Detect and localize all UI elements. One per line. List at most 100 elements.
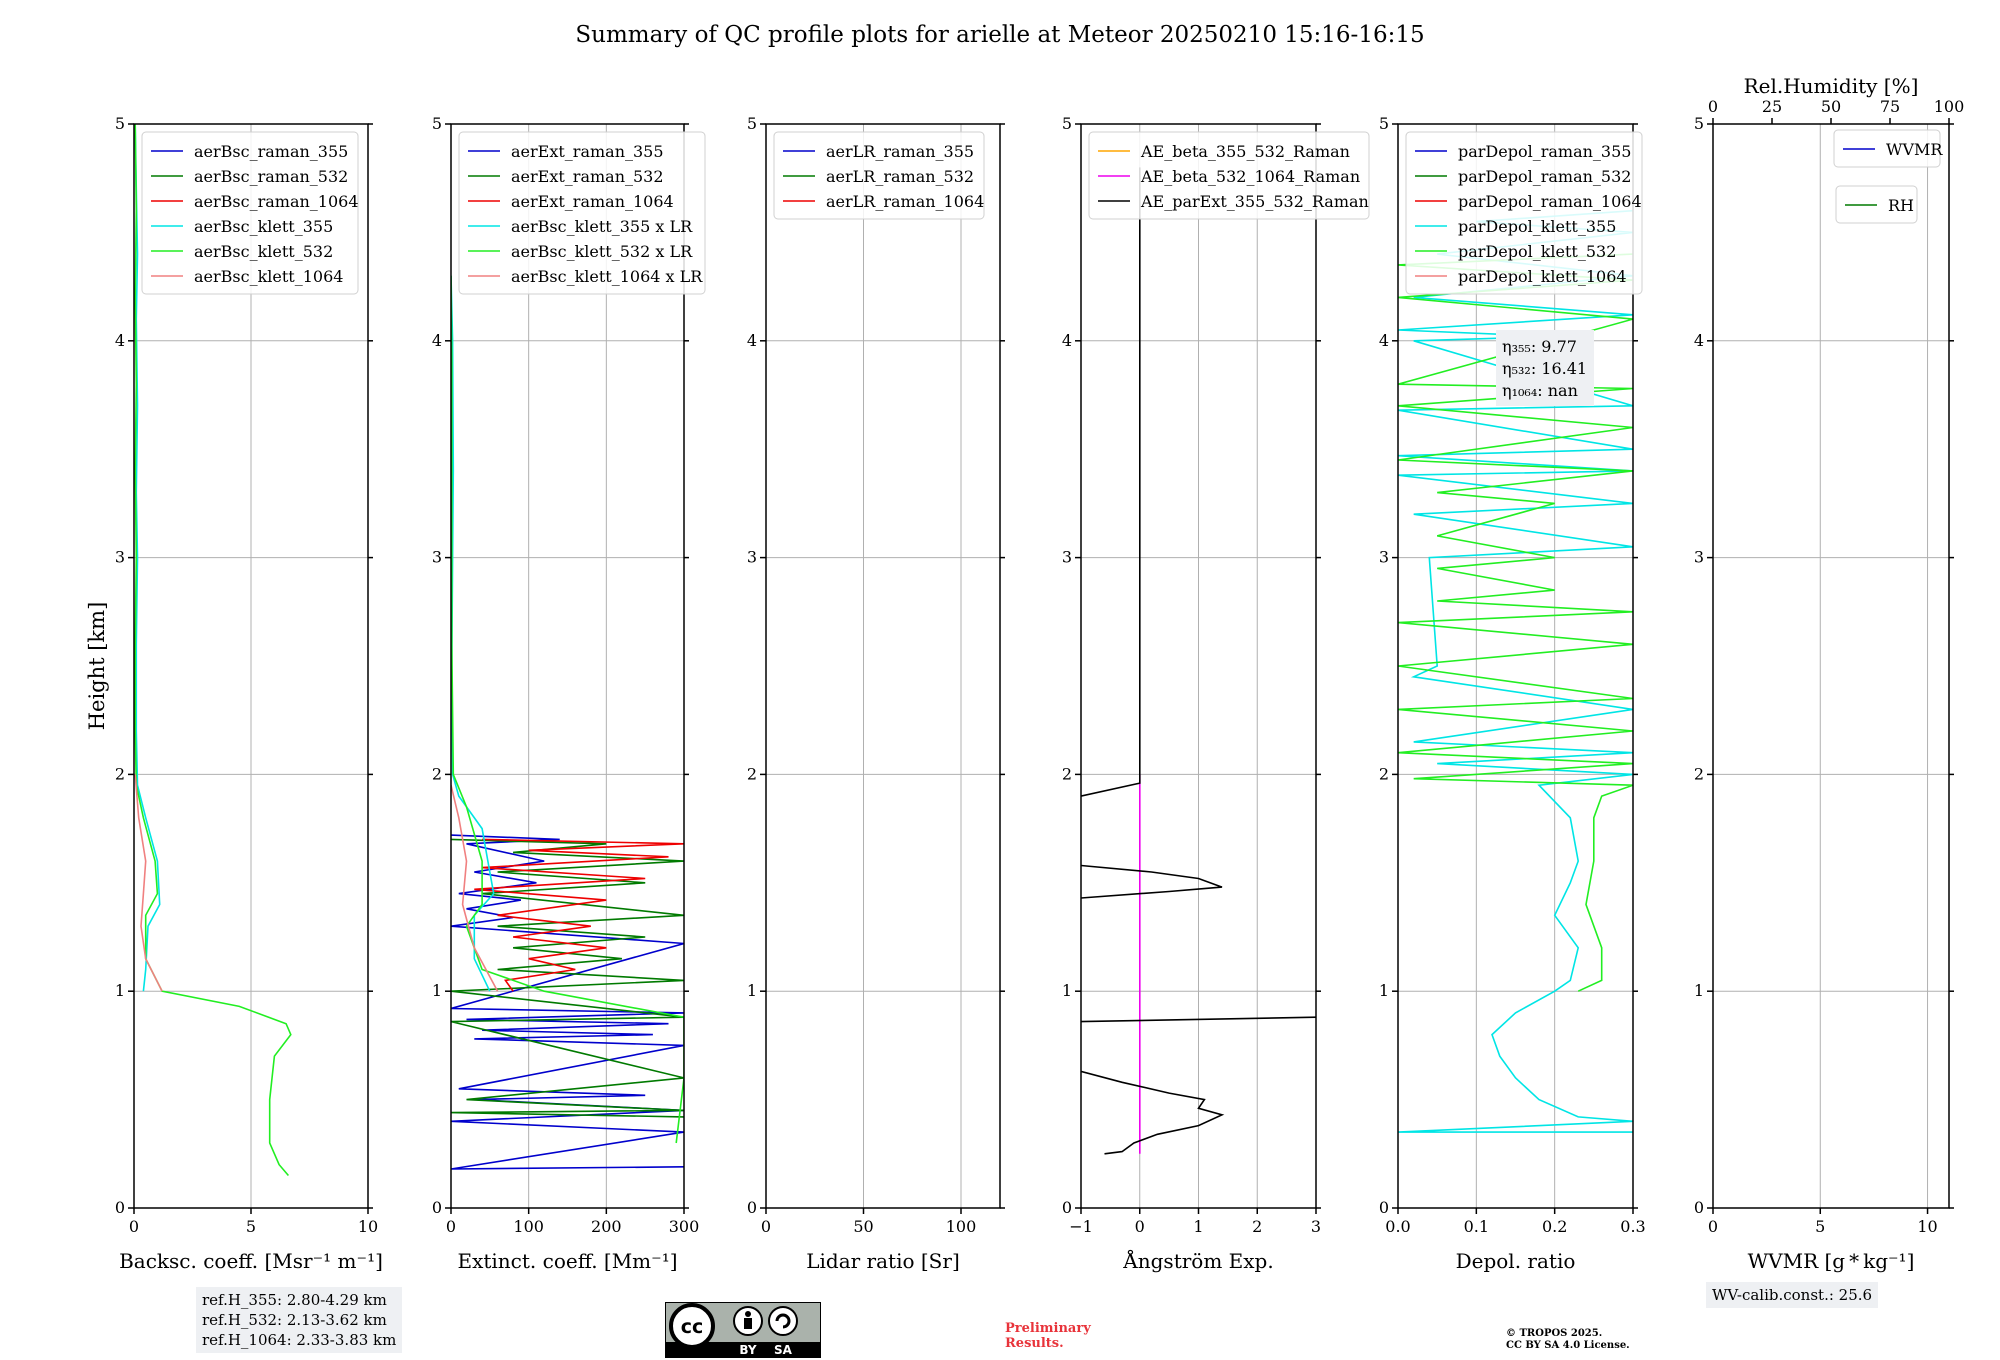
y-tick-label: 1 — [1062, 981, 1072, 1000]
x-axis-label: Depol. ratio — [1456, 1249, 1576, 1273]
x-tick-label: 5 — [1815, 1217, 1825, 1236]
legend-item: aerBsc_raman_1064 — [194, 192, 359, 211]
x-axis-label: Ångström Exp. — [1122, 1248, 1273, 1273]
legend-item: aerBsc_klett_355 — [194, 217, 333, 236]
panel-1: 0 5 10 0 1 2 3 4 5 Backsc. coeff. [Msr⁻¹ m⁻¹] aerB… — [115, 114, 383, 1273]
series-line-aerext-raman-1064 — [474, 838, 684, 992]
copyright-line-1: © TROPOS 2025. — [1506, 1328, 1603, 1339]
legend-item: aerBsc_raman_532 — [194, 167, 348, 186]
y-tick-label: 1 — [1379, 981, 1389, 1000]
legend-item: parDepol_raman_532 — [1458, 167, 1631, 186]
series-line-ae-parext-355-532-raman — [1081, 1016, 1316, 1023]
plot-frame — [450, 123, 685, 1209]
y-tick-label: 0 — [1694, 1198, 1704, 1217]
sa-label: SA — [774, 1343, 793, 1357]
legend-item: parDepol_raman_355 — [1458, 142, 1631, 161]
y-tick-label: 2 — [115, 764, 125, 783]
x2-tick-label: 75 — [1880, 97, 1900, 116]
legend-box — [1405, 131, 1643, 295]
plot-frame — [765, 123, 1001, 1209]
copyright-note: © TROPOS 2025. CC BY SA 4.0 License. — [1506, 1328, 1630, 1352]
legend-item: WVMR — [1886, 140, 1943, 159]
y-tick-label: 5 — [747, 114, 757, 133]
y-tick-label: 3 — [1379, 548, 1389, 567]
legend-item: parDepol_raman_1064 — [1458, 192, 1642, 211]
plot-frame — [1712, 123, 1950, 1209]
y-tick-label: 0 — [747, 1198, 757, 1217]
badge-footer — [666, 1342, 820, 1357]
wv-calib-box: WV-calib.const.: 25.6 — [1706, 1282, 1879, 1308]
legend-item: aerLR_raman_532 — [826, 167, 974, 186]
legend: parDepol_raman_355 parDepol_raman_532 parD… — [1405, 131, 1643, 295]
y-tick-label: 4 — [1694, 331, 1704, 350]
y-tick-label: 5 — [432, 114, 442, 133]
copyright-line-2: CC BY SA 4.0 License. — [1506, 1340, 1630, 1351]
x-tick-label: 100 — [946, 1217, 977, 1236]
series-line-ae-parext-355-532-raman — [1081, 167, 1141, 797]
legend-item: aerBsc_klett_1064 — [194, 267, 343, 286]
x2-tick-label: 25 — [1762, 97, 1782, 116]
x-tick-label: −1 — [1069, 1217, 1093, 1236]
annotation-line: η₃₅₅: 9.77 — [1502, 337, 1577, 356]
legend-item: AE_parExt_355_532_Raman — [1140, 192, 1369, 211]
x-tick-label: 100 — [513, 1217, 544, 1236]
x2-tick-label: 0 — [1708, 97, 1718, 116]
series-line-ae-parext-355-532-raman — [1081, 864, 1223, 899]
legend-box — [1088, 131, 1370, 220]
x-tick-label: 1 — [1193, 1217, 1203, 1236]
legend-wvmr: WVMR — [1833, 129, 1943, 168]
ref-height-532: ref.H_532: 2.13-3.62 km — [202, 1311, 387, 1329]
series-line-aerext-raman-355 — [451, 834, 684, 1170]
sa-icon-arrow — [775, 1313, 791, 1329]
legend-item: parDepol_klett_532 — [1458, 242, 1616, 261]
x-tick-label: 200 — [591, 1217, 622, 1236]
annotation-box — [1496, 330, 1594, 406]
x2-tick-label: 50 — [1821, 97, 1841, 116]
legend-item: aerExt_raman_355 — [511, 142, 664, 161]
x-axis-label: Extinct. coeff. [Mm⁻¹] — [457, 1249, 677, 1273]
x-tick-label: 0.2 — [1542, 1217, 1567, 1236]
y-tick-label: 4 — [1062, 331, 1072, 350]
y-tick-label: 3 — [115, 548, 125, 567]
plot-frame — [1397, 123, 1634, 1209]
preliminary-line-2: Results. — [1005, 1336, 1064, 1351]
y-tick-label: 5 — [1062, 114, 1072, 133]
annotation-line: η₁₀₆₄: nan — [1502, 381, 1578, 400]
preliminary-line-1: Preliminary — [1005, 1321, 1091, 1336]
x-tick-label: 0.3 — [1620, 1217, 1645, 1236]
y-tick-label: 0 — [1379, 1198, 1389, 1217]
y-tick-label: 4 — [1379, 331, 1389, 350]
x-tick-label: 0 — [761, 1217, 771, 1236]
x-axis-label: Lidar ratio [Sr] — [806, 1249, 960, 1273]
legend-item: AE_beta_355_532_Raman — [1140, 142, 1350, 161]
plot-frame — [1080, 123, 1317, 1209]
y-tick-label: 2 — [1062, 764, 1072, 783]
panel-3: 0 50 100 0 1 2 3 4 5 Lidar ratio [Sr] aerLR_raman_… — [747, 114, 1005, 1273]
legend-box — [773, 131, 985, 220]
x2-axis-label: Rel.Humidity [%] — [1744, 74, 1919, 98]
y-tick-label: 1 — [1694, 981, 1704, 1000]
y-axis-label: Height [km] — [85, 602, 109, 731]
y-tick-label: 0 — [432, 1198, 442, 1217]
legend-item: aerExt_raman_1064 — [511, 192, 674, 211]
x-axis-label: WVMR [g * kg⁻¹] — [1748, 1249, 1915, 1273]
legend-item: RH — [1888, 196, 1914, 215]
cc-by-sa-badge: cc BY SA — [665, 1302, 821, 1358]
legend-item: parDepol_klett_1064 — [1458, 267, 1627, 286]
x-axis-label: Backsc. coeff. [Msr⁻¹ m⁻¹] — [119, 1249, 383, 1273]
y-tick-label: 3 — [747, 548, 757, 567]
x-tick-label: 10 — [1917, 1217, 1937, 1236]
y-tick-label: 5 — [115, 114, 125, 133]
series-line-aerbsc-klett-532 — [134, 124, 292, 1177]
series-line-pardepol-klett-355 — [1398, 209, 1633, 1133]
series-line-aerbsc-klett-355-x-lr — [451, 275, 495, 992]
series-line-aerbsc-klett-1064-x-lr — [451, 785, 499, 992]
x-tick-label: 10 — [358, 1217, 378, 1236]
legend-item: parDepol_klett_355 — [1458, 217, 1616, 236]
y-tick-label: 2 — [432, 764, 442, 783]
x-tick-label: 0 — [446, 1217, 456, 1236]
plot-frame — [133, 123, 369, 1209]
y-tick-label: 1 — [747, 981, 757, 1000]
